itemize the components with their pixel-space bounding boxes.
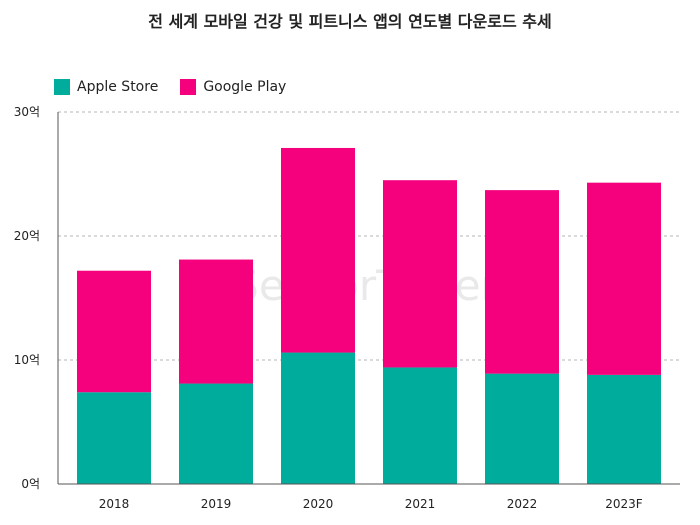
bar-google-play-2022 <box>485 190 559 374</box>
y-tick-label: 0억 <box>21 477 40 491</box>
bar-google-play-2018 <box>77 270 151 393</box>
bar-apple-store-2021 <box>383 367 457 484</box>
x-tick-label: 2019 <box>201 497 232 511</box>
bar-apple-store-2022 <box>485 373 559 484</box>
bar-google-play-2020 <box>281 147 355 353</box>
x-tick-label: 2018 <box>99 497 130 511</box>
legend-item-google-play: Google Play <box>180 79 286 95</box>
y-tick-label: 20억 <box>14 229 40 243</box>
watermark: SensorTower <box>232 261 498 310</box>
x-tick-label: 2020 <box>303 497 334 511</box>
x-tick-label: 2023F <box>605 497 643 511</box>
legend-label-google-play: Google Play <box>203 79 287 95</box>
bar-google-play-2019 <box>179 259 253 384</box>
bar-apple-store-2020 <box>281 352 355 484</box>
y-tick-label: 10억 <box>14 353 40 367</box>
legend-swatch-google-play <box>180 79 197 95</box>
legend-item-apple-store: Apple Store <box>54 79 158 95</box>
x-tick-label: 2021 <box>405 497 436 511</box>
bar-apple-store-2019 <box>179 383 253 484</box>
bar-google-play-2023F <box>587 182 661 375</box>
legend-swatch-apple-store <box>54 79 70 95</box>
bar-apple-store-2023F <box>587 374 661 484</box>
y-tick-label: 30억 <box>14 105 40 119</box>
chart-title: 전 세계 모바일 건강 및 피트니스 앱의 연도별 다운로드 추세 <box>148 12 552 31</box>
chart-legend: Apple Store Google Play <box>54 79 308 95</box>
x-tick-label: 2022 <box>507 497 538 511</box>
legend-label-apple-store: Apple Store <box>77 79 159 95</box>
bar-apple-store-2018 <box>77 392 151 484</box>
bar-google-play-2021 <box>383 180 457 368</box>
